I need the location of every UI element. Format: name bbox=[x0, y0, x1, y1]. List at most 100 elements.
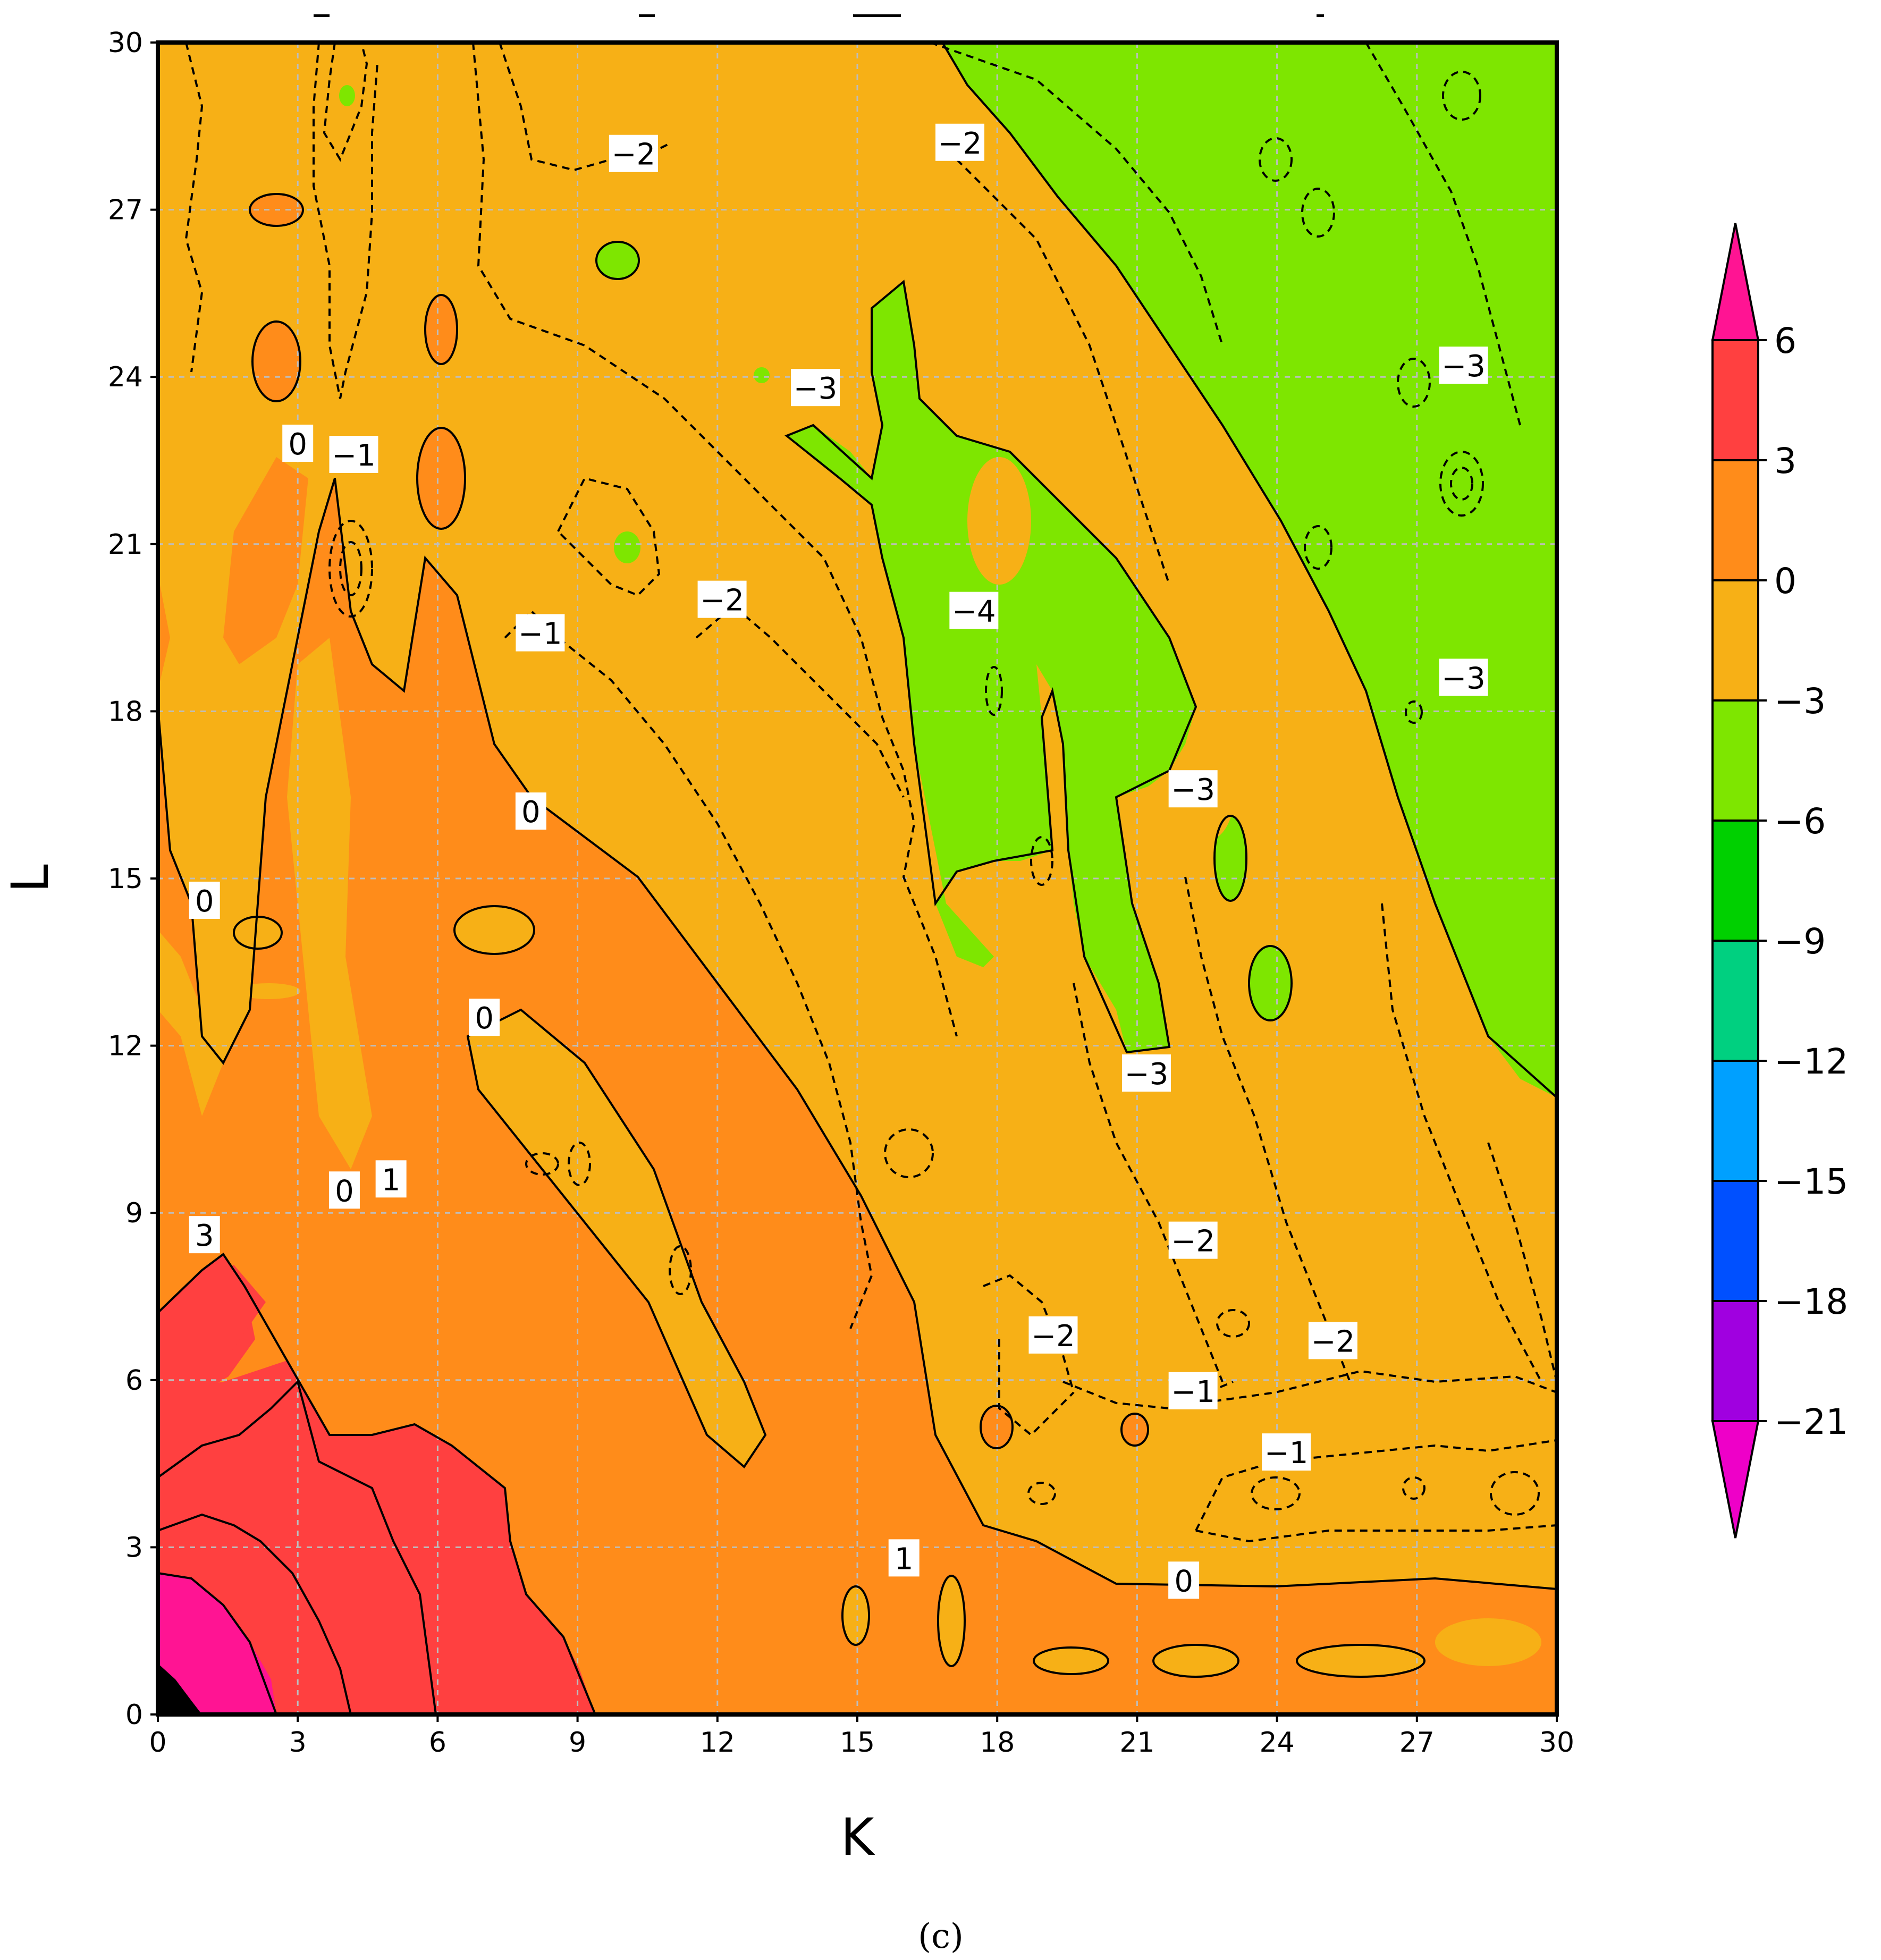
contour-label-box-12 bbox=[189, 881, 220, 919]
x-tick-label-2: 6 bbox=[429, 1727, 446, 1759]
y-tick-label-10: 30 bbox=[108, 27, 143, 59]
contour-label-box-16 bbox=[375, 1160, 407, 1198]
blob-yellow-6 bbox=[1034, 1648, 1108, 1674]
contour-label-8: −1 bbox=[518, 617, 562, 652]
contour-label-14: −3 bbox=[1125, 1057, 1169, 1092]
contour-label-20: −2 bbox=[1311, 1324, 1355, 1359]
colorbar-block-6 bbox=[1711, 1060, 1759, 1182]
blob-green-2 bbox=[614, 531, 640, 563]
contour-label-box-21 bbox=[1168, 1372, 1218, 1409]
contour-label-box-15 bbox=[328, 1171, 360, 1209]
blob-green-4 bbox=[754, 367, 770, 383]
contour-label-box-14 bbox=[1121, 1054, 1171, 1092]
contour-label-box-24 bbox=[1168, 1561, 1200, 1599]
blob-orange-4 bbox=[417, 428, 465, 529]
blob-green-6 bbox=[1249, 946, 1292, 1020]
contour-label-19: −2 bbox=[1031, 1319, 1075, 1354]
y-tick-label-0: 0 bbox=[125, 1699, 143, 1731]
blob-green-1 bbox=[596, 242, 639, 279]
colorbar-block-8 bbox=[1711, 1300, 1759, 1422]
contour-label-box-3 bbox=[1439, 347, 1488, 384]
colorbar-label-3: −3 bbox=[1774, 681, 1826, 722]
y-tick-label-4: 12 bbox=[108, 1030, 143, 1062]
colorbar-block-3 bbox=[1711, 699, 1759, 822]
contour-label-box-8 bbox=[516, 614, 565, 652]
region-yellow-strip-2 bbox=[287, 638, 372, 1169]
contour-label-3: −3 bbox=[1441, 349, 1486, 384]
contour-label-box-19 bbox=[1028, 1316, 1078, 1354]
region-red bbox=[158, 1254, 595, 1714]
colorbar-label-6: −12 bbox=[1774, 1041, 1848, 1082]
contour-label-23: 1 bbox=[895, 1542, 914, 1576]
colorbar-label-9: −21 bbox=[1774, 1401, 1848, 1442]
colorbar: 6 3 0 −3 −6 −9 −12 −15 −18 −21 bbox=[1711, 223, 1848, 1539]
blob-yellow-7 bbox=[1153, 1645, 1238, 1677]
contour-label-box-2 bbox=[791, 369, 840, 407]
hole-1 bbox=[967, 457, 1031, 585]
colorbar-block-2 bbox=[1711, 579, 1759, 702]
x-tick-label-6: 18 bbox=[980, 1727, 1015, 1759]
blob-orange-2 bbox=[252, 322, 300, 401]
colorbar-block-1 bbox=[1711, 459, 1759, 581]
colorbar-block-4 bbox=[1711, 820, 1759, 942]
contour-label-22: −1 bbox=[1264, 1436, 1309, 1471]
colorbar-label-7: −15 bbox=[1774, 1161, 1848, 1202]
y-tick-label-2: 6 bbox=[125, 1365, 143, 1397]
blob-orange-8 bbox=[1121, 1414, 1148, 1446]
blob-green-3 bbox=[339, 85, 355, 106]
contour-label-box-18 bbox=[1168, 1221, 1218, 1259]
y-tick-label-1: 3 bbox=[125, 1532, 143, 1564]
colorbar-block-7 bbox=[1711, 1180, 1759, 1302]
contour-label-box-17 bbox=[189, 1216, 220, 1254]
colorbar-label-2: 0 bbox=[1774, 561, 1796, 602]
contour-label-1: −2 bbox=[938, 126, 982, 161]
contour-label-10: −3 bbox=[1171, 773, 1215, 807]
contour-label-box-23 bbox=[888, 1539, 920, 1577]
colorbar-label-8: −18 bbox=[1774, 1281, 1848, 1322]
contour-label-box-13 bbox=[469, 999, 500, 1036]
x-axis-title: K bbox=[841, 1807, 875, 1867]
contour-label-box-5 bbox=[329, 436, 378, 474]
grid bbox=[158, 43, 1557, 1714]
contour-label-7: −4 bbox=[952, 595, 996, 629]
contour-label-17: 3 bbox=[195, 1219, 214, 1253]
region-green-main bbox=[942, 43, 1557, 1097]
contour-label-4: 0 bbox=[288, 427, 307, 462]
blob-yellow-3 bbox=[237, 983, 300, 999]
contour-label-11: 0 bbox=[521, 795, 541, 830]
contour-label-box-0 bbox=[609, 134, 658, 172]
contour-label-15: 0 bbox=[335, 1174, 354, 1209]
x-axis: 0 3 6 9 12 15 18 21 24 27 30 bbox=[149, 1714, 1574, 1759]
contour-label-box-20 bbox=[1308, 1322, 1357, 1359]
contour-label-box-9 bbox=[1439, 658, 1488, 696]
contour-label-16: 1 bbox=[382, 1163, 401, 1197]
contour-label-box-1 bbox=[935, 123, 985, 161]
x-tick-label-5: 15 bbox=[840, 1727, 875, 1759]
contour-label-box-7 bbox=[949, 592, 999, 629]
x-tick-label-7: 21 bbox=[1119, 1727, 1154, 1759]
region-yellow-strip-3 bbox=[158, 930, 223, 1116]
x-tick-label-1: 3 bbox=[289, 1727, 307, 1759]
y-tick-label-9: 27 bbox=[108, 195, 143, 226]
contour-label-box-6 bbox=[697, 580, 747, 618]
y-axis-title: L bbox=[1, 864, 60, 892]
colorbar-label-0: 6 bbox=[1774, 320, 1796, 361]
y-tick-label-6: 18 bbox=[108, 696, 143, 728]
y-tick-label-7: 21 bbox=[108, 529, 143, 561]
blob-yellow-4 bbox=[842, 1586, 869, 1645]
contour-lines-dashed bbox=[184, 43, 1557, 1543]
figure-caption: (c) bbox=[918, 1917, 964, 1956]
region-orange bbox=[158, 478, 1557, 1714]
region-yellow-strip-1 bbox=[468, 1010, 765, 1467]
x-tick-label-0: 0 bbox=[149, 1727, 166, 1759]
colorbar-label-5: −9 bbox=[1774, 921, 1826, 962]
region-black-corner bbox=[158, 1663, 202, 1714]
colorbar-block-5 bbox=[1711, 940, 1759, 1062]
contour-label-box-11 bbox=[515, 792, 546, 830]
blob-yellow-5 bbox=[938, 1576, 965, 1666]
x-tick-label-8: 24 bbox=[1260, 1727, 1295, 1759]
contour-label-box-10 bbox=[1168, 770, 1218, 808]
